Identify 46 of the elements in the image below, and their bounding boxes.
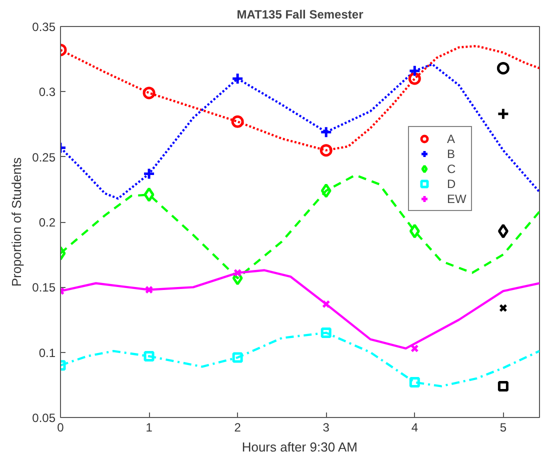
- x-tick-label: 4: [411, 420, 418, 434]
- point: [320, 328, 332, 338]
- x-tick-label: 2: [234, 420, 242, 434]
- y-tick-label: 0.1: [38, 346, 56, 360]
- point: [496, 108, 510, 120]
- x-tick-label: 5: [500, 420, 507, 434]
- y-tick-label: 0.15: [32, 280, 56, 295]
- legend-label: B: [447, 146, 456, 161]
- point: [499, 304, 508, 312]
- line-series: [60, 269, 540, 350]
- point: [322, 300, 330, 308]
- point: [320, 126, 332, 138]
- point: [320, 144, 332, 157]
- legend-label: D: [447, 176, 457, 191]
- point: [231, 115, 244, 128]
- legend-label: C: [447, 161, 457, 176]
- legend-label: A: [447, 131, 456, 146]
- legend-label: EW: [447, 191, 467, 206]
- point: [408, 64, 421, 78]
- point: [142, 86, 156, 100]
- y-tick-label: 0.05: [32, 411, 56, 425]
- x-tick-label: 3: [322, 420, 330, 434]
- point: [234, 268, 242, 277]
- x-tick-label: 1: [146, 420, 153, 434]
- y-tick-label: 0.2: [38, 216, 56, 230]
- point: [232, 352, 243, 363]
- y-tick-label: 0.35: [32, 20, 56, 34]
- x-tick-label: 0: [57, 420, 64, 434]
- point: [410, 344, 419, 353]
- point: [498, 380, 508, 392]
- point: [498, 224, 508, 238]
- point: [142, 168, 156, 180]
- point: [496, 62, 510, 74]
- point: [144, 350, 154, 362]
- x-axis-title: Hours after 9:30 AM: [242, 440, 358, 454]
- y-tick-label: 0.3: [38, 85, 56, 100]
- y-tick-label: 0.25: [32, 150, 56, 164]
- point: [144, 187, 154, 202]
- point: [320, 183, 332, 198]
- point: [409, 377, 420, 388]
- chart-title: MAT135 Fall Semester: [236, 8, 364, 22]
- y-axis-title: Proportion of Students: [9, 156, 24, 287]
- point: [231, 72, 244, 85]
- point: [144, 286, 154, 294]
- point: [408, 72, 421, 85]
- point: [409, 224, 420, 238]
